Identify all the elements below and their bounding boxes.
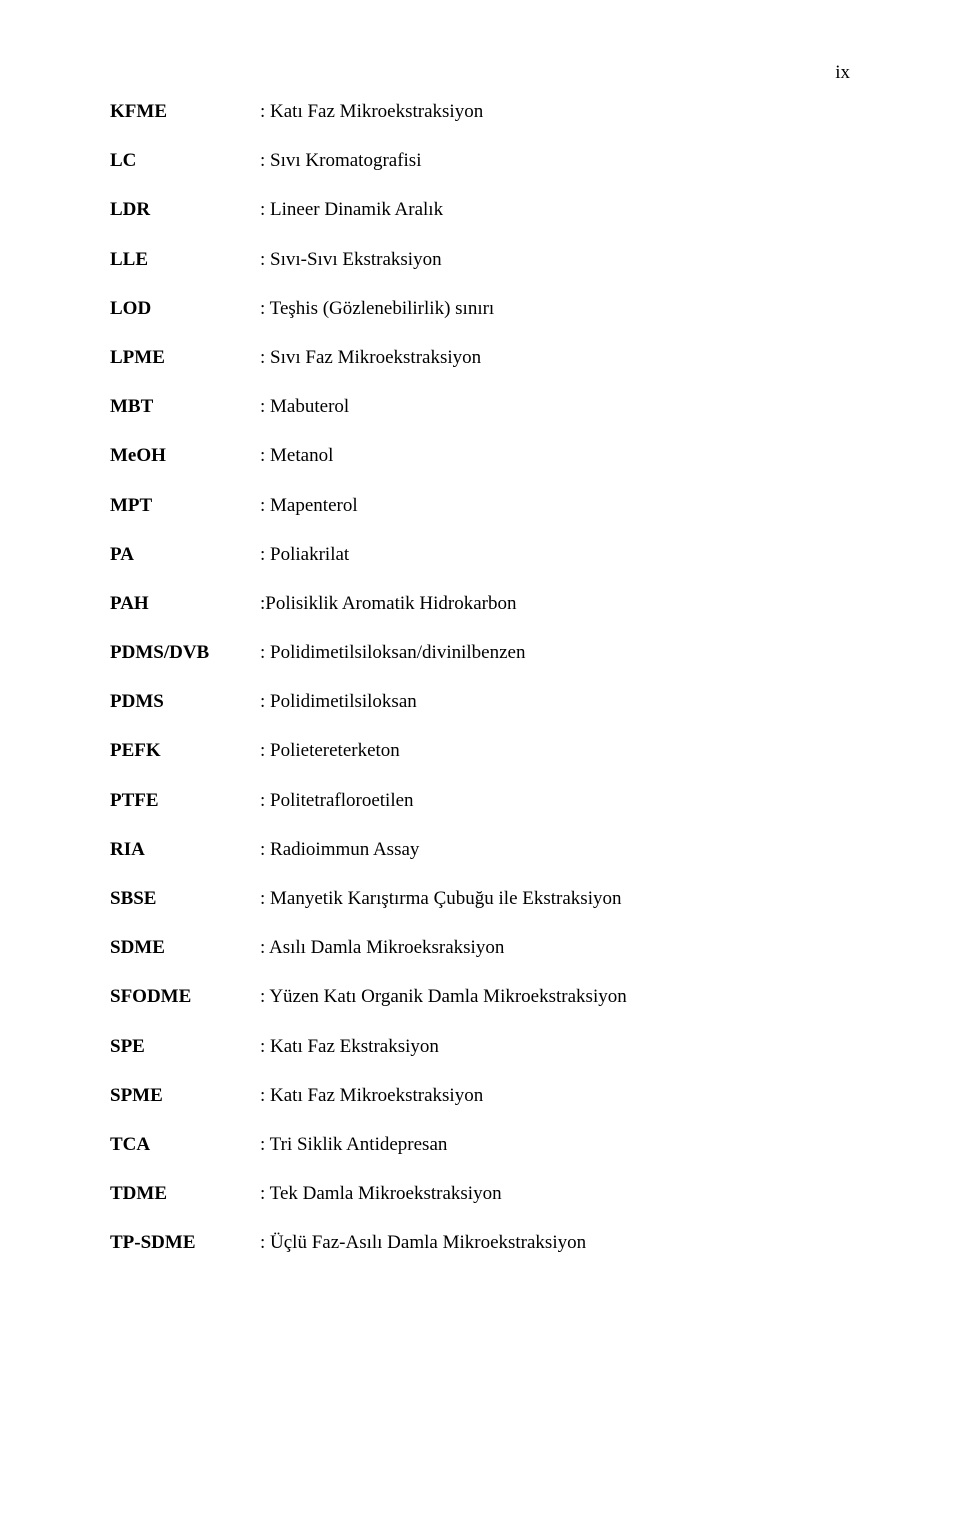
abbreviation-term: RIA	[110, 838, 260, 863]
abbreviation-entry: SDME: Asılı Damla Mikroeksraksiyon	[110, 936, 850, 961]
abbreviation-definition: : Radioimmun Assay	[260, 838, 850, 863]
abbreviation-entry: LC: Sıvı Kromatografisi	[110, 149, 850, 174]
abbreviation-entry: PDMS/DVB: Polidimetilsiloksan/divinilben…	[110, 641, 850, 666]
abbreviation-term: MPT	[110, 494, 260, 519]
abbreviation-term: LDR	[110, 198, 260, 223]
abbreviation-entry: MBT: Mabuterol	[110, 395, 850, 420]
abbreviation-term: TDME	[110, 1182, 260, 1207]
page-number: ix	[835, 62, 850, 84]
abbreviation-entry: TDME: Tek Damla Mikroekstraksiyon	[110, 1182, 850, 1207]
abbreviation-entry: SBSE: Manyetik Karıştırma Çubuğu ile Eks…	[110, 887, 850, 912]
abbreviation-entry: LLE: Sıvı-Sıvı Ekstraksiyon	[110, 248, 850, 273]
abbreviation-definition: : Mapenterol	[260, 494, 850, 519]
abbreviation-definition: : Katı Faz Mikroekstraksiyon	[260, 100, 850, 125]
abbreviation-term: SPME	[110, 1084, 260, 1109]
abbreviation-term: TCA	[110, 1133, 260, 1158]
abbreviation-term: MBT	[110, 395, 260, 420]
abbreviation-definition: : Poliakrilat	[260, 543, 850, 568]
abbreviation-list: KFME: Katı Faz MikroekstraksiyonLC: Sıvı…	[0, 0, 960, 1341]
abbreviation-definition: : Polietereterketon	[260, 739, 850, 764]
abbreviation-term: SFODME	[110, 985, 260, 1010]
abbreviation-definition: : Yüzen Katı Organik Damla Mikroekstraks…	[260, 985, 850, 1010]
abbreviation-term: PAH	[110, 592, 260, 617]
abbreviation-entry: PEFK: Polietereterketon	[110, 739, 850, 764]
abbreviation-term: LPME	[110, 346, 260, 371]
abbreviation-definition: :Polisiklik Aromatik Hidrokarbon	[260, 592, 850, 617]
abbreviation-entry: SFODME: Yüzen Katı Organik Damla Mikroek…	[110, 985, 850, 1010]
abbreviation-entry: LOD: Teşhis (Gözlenebilirlik) sınırı	[110, 297, 850, 322]
abbreviation-entry: PTFE: Politetrafloroetilen	[110, 789, 850, 814]
abbreviation-term: PDMS	[110, 690, 260, 715]
abbreviation-term: SBSE	[110, 887, 260, 912]
abbreviation-entry: SPE: Katı Faz Ekstraksiyon	[110, 1035, 850, 1060]
abbreviation-term: PA	[110, 543, 260, 568]
abbreviation-definition: : Lineer Dinamik Aralık	[260, 198, 850, 223]
abbreviation-definition: : Sıvı Faz Mikroekstraksiyon	[260, 346, 850, 371]
abbreviation-entry: PAH:Polisiklik Aromatik Hidrokarbon	[110, 592, 850, 617]
abbreviation-entry: TCA: Tri Siklik Antidepresan	[110, 1133, 850, 1158]
abbreviation-definition: : Asılı Damla Mikroeksraksiyon	[260, 936, 850, 961]
abbreviation-definition: : Teşhis (Gözlenebilirlik) sınırı	[260, 297, 850, 322]
abbreviation-entry: MeOH: Metanol	[110, 444, 850, 469]
abbreviation-definition: : Metanol	[260, 444, 850, 469]
abbreviation-term: PTFE	[110, 789, 260, 814]
abbreviation-definition: : Üçlü Faz-Asılı Damla Mikroekstraksiyon	[260, 1231, 850, 1256]
abbreviation-definition: : Katı Faz Ekstraksiyon	[260, 1035, 850, 1060]
abbreviation-entry: PA: Poliakrilat	[110, 543, 850, 568]
abbreviation-definition: : Tek Damla Mikroekstraksiyon	[260, 1182, 850, 1207]
abbreviation-definition: : Sıvı Kromatografisi	[260, 149, 850, 174]
abbreviation-entry: PDMS: Polidimetilsiloksan	[110, 690, 850, 715]
abbreviation-term: LC	[110, 149, 260, 174]
abbreviation-definition: : Polidimetilsiloksan	[260, 690, 850, 715]
abbreviation-entry: MPT: Mapenterol	[110, 494, 850, 519]
abbreviation-definition: : Manyetik Karıştırma Çubuğu ile Ekstrak…	[260, 887, 850, 912]
abbreviation-entry: KFME: Katı Faz Mikroekstraksiyon	[110, 100, 850, 125]
abbreviation-term: PDMS/DVB	[110, 641, 260, 666]
abbreviation-definition: : Tri Siklik Antidepresan	[260, 1133, 850, 1158]
abbreviation-entry: SPME: Katı Faz Mikroekstraksiyon	[110, 1084, 850, 1109]
abbreviation-term: SDME	[110, 936, 260, 961]
abbreviation-definition: : Katı Faz Mikroekstraksiyon	[260, 1084, 850, 1109]
abbreviation-entry: LPME: Sıvı Faz Mikroekstraksiyon	[110, 346, 850, 371]
abbreviation-term: SPE	[110, 1035, 260, 1060]
abbreviation-entry: TP-SDME: Üçlü Faz-Asılı Damla Mikroekstr…	[110, 1231, 850, 1256]
abbreviation-term: MeOH	[110, 444, 260, 469]
abbreviation-definition: : Polidimetilsiloksan/divinilbenzen	[260, 641, 850, 666]
abbreviation-definition: : Sıvı-Sıvı Ekstraksiyon	[260, 248, 850, 273]
abbreviation-term: LOD	[110, 297, 260, 322]
abbreviation-term: LLE	[110, 248, 260, 273]
abbreviation-term: TP-SDME	[110, 1231, 260, 1256]
abbreviation-entry: LDR: Lineer Dinamik Aralık	[110, 198, 850, 223]
abbreviation-term: KFME	[110, 100, 260, 125]
abbreviation-entry: RIA: Radioimmun Assay	[110, 838, 850, 863]
abbreviation-term: PEFK	[110, 739, 260, 764]
abbreviation-definition: : Politetrafloroetilen	[260, 789, 850, 814]
abbreviation-definition: : Mabuterol	[260, 395, 850, 420]
